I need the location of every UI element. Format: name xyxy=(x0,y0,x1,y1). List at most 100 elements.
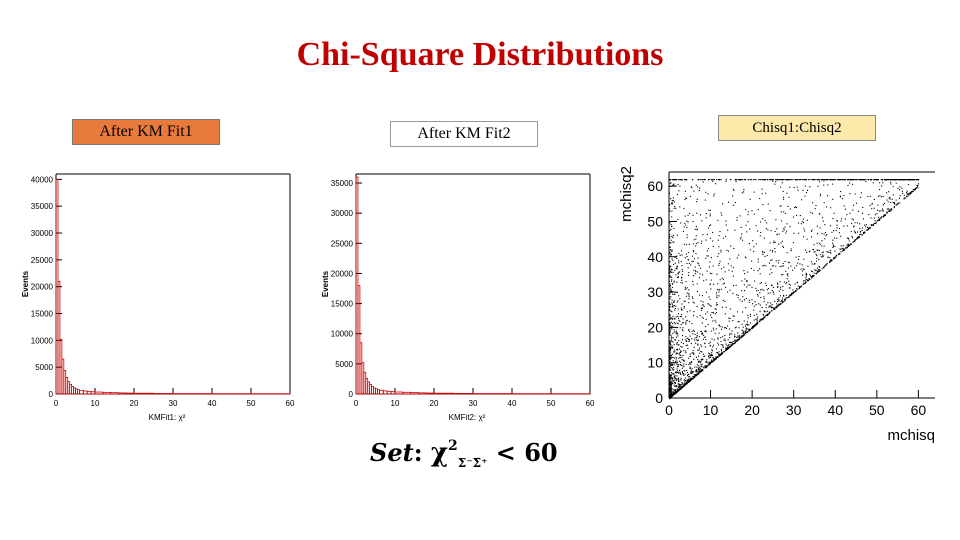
sc-point xyxy=(799,287,801,289)
sc-point xyxy=(673,280,675,282)
sc-point xyxy=(759,282,761,284)
sc-point xyxy=(678,383,680,385)
sc-point xyxy=(812,249,814,251)
sc-point xyxy=(816,242,818,244)
sc-point xyxy=(819,213,821,215)
sc-point xyxy=(669,379,671,381)
sc-point xyxy=(759,221,762,223)
sc-point xyxy=(696,198,698,200)
sc-point xyxy=(901,190,903,192)
sc-point xyxy=(791,269,794,271)
sc-point xyxy=(669,306,671,308)
sc-point xyxy=(679,348,681,350)
sc-point xyxy=(850,231,852,233)
sc-point xyxy=(792,289,794,291)
sc-point xyxy=(673,392,675,394)
sc-point xyxy=(699,294,701,296)
sc-point xyxy=(714,332,716,334)
sc-point xyxy=(690,264,692,266)
sc-point xyxy=(784,299,786,301)
sc-point xyxy=(738,320,740,323)
sc-point xyxy=(868,214,870,216)
sc-point xyxy=(710,279,712,281)
h1-xtick-label: 0 xyxy=(54,399,59,408)
sc-point xyxy=(702,358,704,361)
h1-bar xyxy=(153,393,174,395)
sc-point xyxy=(672,347,674,349)
sc-point xyxy=(676,343,678,345)
sc-point xyxy=(669,308,671,310)
sc-point xyxy=(852,204,855,206)
sc-point xyxy=(894,179,896,181)
sc-point xyxy=(889,179,891,181)
sc-point xyxy=(786,297,788,299)
sc-point xyxy=(813,248,815,251)
sc-point xyxy=(684,190,686,192)
sc-point xyxy=(675,392,677,394)
sc-point xyxy=(691,338,693,340)
sc-point xyxy=(712,265,714,267)
sc-ytick-label: 20 xyxy=(647,319,663,335)
sc-point xyxy=(822,254,824,256)
sc-point xyxy=(824,179,826,181)
sc-point xyxy=(709,283,711,285)
sc-point xyxy=(795,256,797,258)
sc-point xyxy=(755,323,757,325)
sc-point xyxy=(681,273,683,276)
sc-point xyxy=(669,305,671,307)
sc-point xyxy=(688,338,690,341)
sc-point xyxy=(669,280,671,282)
sc-point xyxy=(865,180,867,183)
sc-point xyxy=(877,220,879,222)
sc-point xyxy=(694,374,696,376)
sc-point xyxy=(669,340,671,343)
h1-bar xyxy=(90,391,96,395)
sc-point xyxy=(886,213,888,215)
sc-point xyxy=(702,181,704,183)
sc-point xyxy=(703,334,705,336)
sc-point xyxy=(696,306,698,308)
sc-point xyxy=(672,326,674,328)
sc-point xyxy=(761,288,763,290)
sc-point xyxy=(733,247,735,250)
sc-point xyxy=(741,333,743,335)
sc-point xyxy=(743,334,745,336)
sc-point xyxy=(718,344,720,346)
sc-point xyxy=(882,195,884,198)
sc-point xyxy=(790,248,792,250)
sc-point xyxy=(830,260,832,262)
sc-point xyxy=(895,199,897,201)
sc-point xyxy=(719,326,721,328)
sc-point xyxy=(670,377,672,379)
sc-point xyxy=(772,264,774,267)
sc-point xyxy=(676,193,679,196)
sc-point xyxy=(868,227,871,229)
sc-point xyxy=(731,343,734,345)
sc-point xyxy=(672,395,674,397)
sc-point xyxy=(844,179,847,181)
sc-point xyxy=(893,202,896,204)
sc-point xyxy=(826,195,829,197)
h1-ytick-label: 5000 xyxy=(35,363,53,372)
sc-point xyxy=(723,339,725,341)
sc-point xyxy=(691,260,693,263)
sc-point xyxy=(708,357,710,359)
sc-point xyxy=(688,294,690,296)
sc-point xyxy=(713,339,715,341)
sc-point xyxy=(731,270,733,272)
sc-point xyxy=(776,303,778,305)
sc-point xyxy=(772,265,774,267)
sc-point xyxy=(763,289,765,291)
sc-point xyxy=(714,319,716,321)
sc-point xyxy=(763,264,765,266)
sc-point xyxy=(720,350,723,352)
sc-point xyxy=(673,349,675,351)
sc-point xyxy=(669,210,671,212)
sc-point xyxy=(716,302,718,304)
sc-point xyxy=(714,308,716,310)
h1-bar xyxy=(79,389,84,395)
sc-point xyxy=(681,179,683,181)
sc-point xyxy=(688,272,690,274)
sc-point xyxy=(858,179,860,181)
sc-point xyxy=(685,281,687,283)
